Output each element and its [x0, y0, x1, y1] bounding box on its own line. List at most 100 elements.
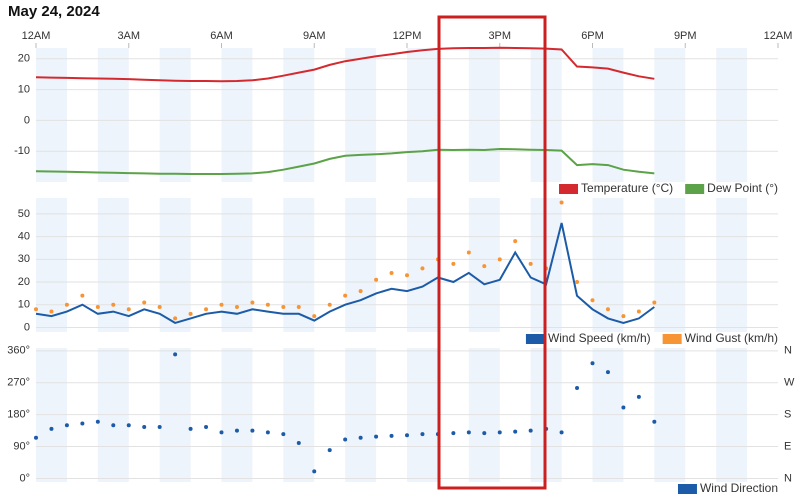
point — [64, 423, 69, 428]
y2-tick-label: E — [784, 440, 791, 452]
point — [34, 435, 38, 440]
x-tick-label: 9AM — [303, 30, 326, 42]
point — [590, 361, 595, 366]
point — [590, 298, 595, 303]
point — [466, 250, 471, 255]
point — [34, 307, 38, 312]
legend-label: Wind Speed (km/h) — [548, 331, 651, 345]
y-tick-label: 10 — [18, 83, 30, 95]
stripe — [716, 198, 748, 332]
stripe — [221, 48, 253, 182]
y2-tick-label: N — [784, 345, 792, 357]
point — [111, 302, 116, 307]
point — [312, 469, 317, 474]
point — [327, 302, 332, 307]
y2-tick-label: W — [784, 377, 795, 389]
point — [497, 430, 502, 435]
point — [49, 426, 54, 431]
x-tick-label: 3AM — [117, 30, 140, 42]
legend-swatch — [559, 184, 579, 194]
y-tick-label: 40 — [18, 231, 30, 243]
point — [559, 200, 564, 205]
point — [234, 305, 239, 310]
point — [111, 423, 116, 428]
y-tick-label: 0 — [24, 114, 30, 126]
point — [621, 405, 626, 410]
series-line — [35, 222, 655, 324]
point — [374, 277, 379, 282]
point — [204, 425, 209, 430]
point — [95, 419, 100, 424]
x-tick-label: 6AM — [210, 30, 233, 42]
stripe — [221, 198, 253, 332]
point — [389, 433, 394, 438]
point — [420, 266, 425, 271]
point — [64, 302, 69, 307]
point — [142, 300, 147, 305]
point — [605, 370, 610, 375]
point — [358, 289, 363, 294]
point — [343, 293, 348, 298]
point — [621, 314, 626, 319]
legend-swatch — [685, 184, 705, 194]
x-tick-label: 12PM — [393, 30, 422, 42]
point — [636, 394, 641, 399]
plots: 12AM 3AM 6AM 9AM 12PM 3PM 6PM 9PM 12AM -10 0 10 20 De… — [7, 30, 795, 495]
point — [575, 280, 580, 285]
point — [497, 257, 502, 262]
point — [80, 421, 85, 426]
stripe — [283, 198, 315, 332]
point — [265, 302, 270, 307]
point — [188, 426, 193, 431]
point — [49, 309, 54, 314]
x-tick-label: 12AM — [22, 30, 51, 42]
stripe — [283, 48, 315, 182]
y-tick-label: 10 — [18, 299, 30, 311]
highlight-box — [437, 15, 547, 490]
point — [482, 431, 487, 436]
x-tick-label: 12AM — [764, 30, 793, 42]
point — [405, 433, 409, 438]
y-tick-label: 180° — [7, 409, 30, 421]
stripe — [159, 48, 191, 182]
stripe — [407, 48, 438, 182]
legend-swatch — [662, 334, 682, 344]
point — [281, 432, 286, 437]
legend-label: Wind Gust (km/h) — [685, 331, 778, 345]
point — [652, 300, 657, 305]
y-tick-label: 20 — [18, 53, 30, 65]
point — [173, 352, 178, 357]
point — [575, 386, 580, 391]
stripe — [654, 48, 686, 182]
point — [250, 428, 255, 433]
point — [482, 264, 487, 269]
point — [296, 441, 301, 446]
point — [636, 309, 641, 314]
stripe — [468, 48, 500, 182]
point — [389, 270, 394, 275]
legend-label: Temperature (°C) — [581, 181, 673, 195]
point — [188, 311, 193, 316]
point — [513, 429, 518, 434]
stripe — [159, 198, 191, 332]
point — [219, 430, 224, 435]
point — [528, 261, 533, 266]
y-tick-label: 90° — [13, 440, 30, 452]
chart-title: May 24, 2024 — [8, 3, 100, 20]
point — [405, 273, 409, 278]
stripe — [97, 198, 129, 332]
point — [559, 430, 564, 435]
point — [142, 425, 147, 430]
point — [528, 428, 533, 433]
point — [126, 423, 131, 428]
point — [358, 435, 363, 440]
point — [234, 428, 239, 433]
series-line — [35, 46, 655, 83]
y-tick-label: 30 — [18, 253, 30, 265]
point — [204, 307, 209, 312]
point — [451, 261, 456, 266]
y-tick-label: 50 — [18, 208, 30, 220]
x-tick-label: 9PM — [674, 30, 697, 42]
point — [157, 425, 162, 430]
